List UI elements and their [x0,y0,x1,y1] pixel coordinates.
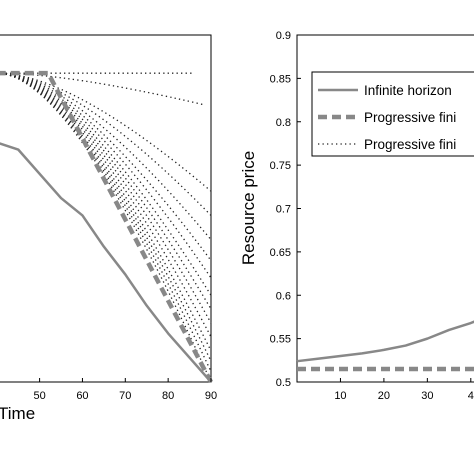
right-y-tick-label: 0.75 [270,160,291,172]
left-x-tick-label: 60 [76,390,88,402]
right-y-tick-label: 0.5 [276,377,291,389]
left-x-tick-label: 70 [119,390,131,402]
right-chart-panel: 0.50.550.60.650.70.750.80.850.9 10 20 30 4 … [239,30,474,402]
dotted-series-line-11 [0,72,212,216]
right-x-tick-label: 20 [378,390,390,402]
right-x-ticks: 10 20 30 4 [334,378,474,402]
dotted-series-line-13 [0,72,203,106]
left-solid-series-line [0,142,212,383]
right-x-tick-label: 4 [468,390,474,402]
right-y-axis-label: Resource price [239,151,258,265]
left-dashed-series-line [0,70,213,384]
right-y-tick-label: 0.9 [276,30,291,42]
legend-label: Progressive fini [364,110,456,125]
left-x-ticks: 05060708090 [33,378,217,402]
left-series-group [0,70,213,384]
right-y-tick-label: 0.55 [270,334,291,346]
dotted-series-line-8 [0,72,212,279]
dotted-series-line-9 [0,72,212,261]
legend: Infinite horizon Progressive fini Progress… [311,71,474,157]
right-series-group [296,320,474,372]
dotted-series-line-6 [0,72,212,310]
right-y-tick-label: 0.65 [270,247,291,259]
legend-label: Infinite horizon [364,83,452,98]
dotted-series-line-5 [0,72,212,324]
legend-label: Progressive fini [364,137,456,152]
right-y-tick-label: 0.8 [276,117,291,129]
dotted-series-line-2 [0,72,212,362]
right-y-tick-label: 0.6 [276,290,291,302]
left-plot-frame [0,34,212,383]
legend-box [311,71,474,157]
dotted-series-line-3 [0,72,212,352]
dotted-series-line-12 [0,72,212,192]
dotted-series-line-10 [0,72,212,241]
right-y-tick-label: 0.7 [276,204,291,216]
left-x-tick-label: 50 [33,390,45,402]
right-x-tick-label: 10 [334,390,346,402]
left-x-tick-label: 80 [162,390,174,402]
left-x-tick-label: 90 [205,390,217,402]
dotted-series-line-1 [0,72,212,372]
right-solid-series-line [296,320,474,363]
right-y-tick-label: 0.85 [270,73,291,85]
dotted-series-line-0 [0,72,212,383]
left-chart-panel: 05060708090 Time [0,34,217,423]
left-x-axis-label: Time [0,404,35,423]
right-x-tick-label: 30 [421,390,433,402]
right-y-ticks: 0.5 0.55 0.6 0.65 0.7 0.75 0.8 0.85 0.9 [270,30,301,389]
